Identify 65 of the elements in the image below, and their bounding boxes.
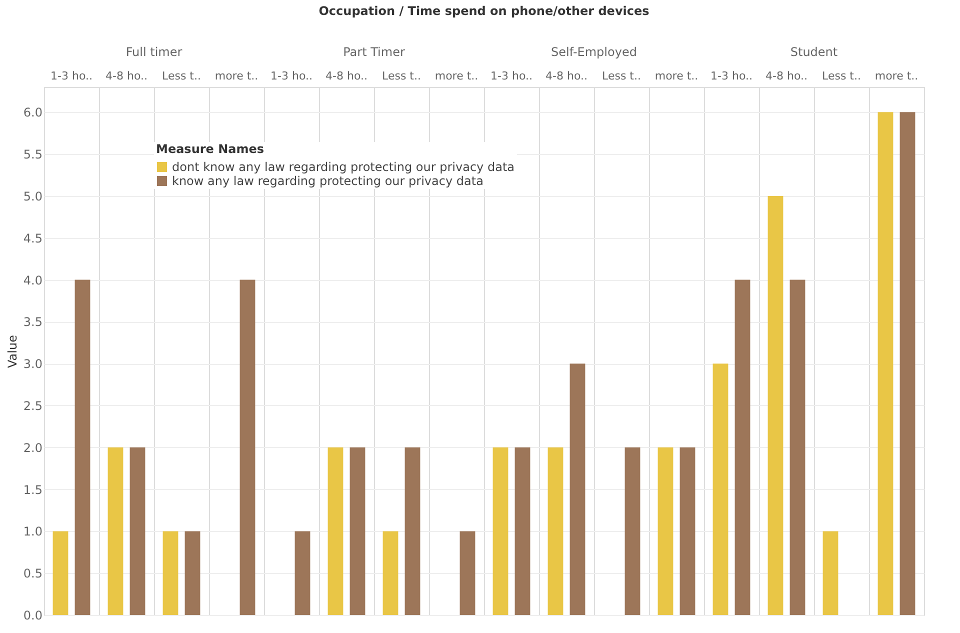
chart-title: Occupation / Time spend on phone/other devices xyxy=(318,4,650,18)
bar xyxy=(240,280,256,615)
x-tick-label: 1-3 ho.. xyxy=(490,70,532,82)
y-tick-label: 5.5 xyxy=(23,148,42,162)
x-tick-label: 4-8 ho.. xyxy=(546,70,588,82)
y-tick-label: 3.5 xyxy=(23,315,42,330)
bar xyxy=(492,447,508,615)
bar xyxy=(790,280,806,615)
bar xyxy=(52,531,68,615)
bar xyxy=(460,531,476,615)
x-tick-label: more t.. xyxy=(214,70,258,82)
bar xyxy=(878,112,894,615)
bar xyxy=(570,364,586,615)
x-tick-label: more t.. xyxy=(874,70,918,82)
x-tick-label: Less t.. xyxy=(382,70,421,82)
bar xyxy=(294,531,310,615)
y-tick-label: 1.0 xyxy=(23,524,42,539)
y-tick-label: 2.0 xyxy=(23,440,42,455)
x-tick-label: 1-3 ho.. xyxy=(50,70,92,82)
x-tick-label: 4-8 ho.. xyxy=(326,70,368,82)
bar xyxy=(404,447,420,615)
bar xyxy=(328,447,344,615)
bar xyxy=(624,447,640,615)
y-axis-title: Value xyxy=(5,335,20,368)
bar xyxy=(658,447,674,615)
text: Part Timer xyxy=(343,45,405,59)
bar xyxy=(184,531,200,615)
bar xyxy=(712,364,728,615)
x-tick-label: Less t.. xyxy=(162,70,201,82)
text: Full timer xyxy=(126,45,182,59)
text: Student xyxy=(790,45,838,59)
bar xyxy=(822,531,838,615)
bar xyxy=(74,280,90,615)
bar xyxy=(130,447,146,615)
x-tick-label: 4-8 ho.. xyxy=(766,70,808,82)
legend-title: Measure Names xyxy=(156,142,264,156)
bar xyxy=(382,531,398,615)
x-tick-label: 1-3 ho.. xyxy=(270,70,312,82)
bar xyxy=(548,447,564,615)
x-tick-label: 1-3 ho.. xyxy=(710,70,752,82)
y-tick-label: 5.0 xyxy=(23,189,42,204)
bar xyxy=(900,112,916,615)
y-tick-label: 4.5 xyxy=(23,231,42,246)
legend-label: know any law regarding protecting our privacy data xyxy=(172,174,484,188)
bar xyxy=(768,196,784,615)
bar xyxy=(734,280,750,615)
x-tick-label: more t.. xyxy=(654,70,698,82)
y-tick-label: 0.0 xyxy=(23,608,42,622)
text: Self-Employed xyxy=(551,45,637,59)
y-tick-label: 2.5 xyxy=(23,398,42,413)
x-tick-label: 4-8 ho.. xyxy=(106,70,148,82)
y-tick-label: 0.5 xyxy=(23,566,42,581)
bar xyxy=(108,447,124,615)
bar xyxy=(514,447,530,615)
x-tick-label: Less t.. xyxy=(602,70,641,82)
y-tick-label: 4.0 xyxy=(23,273,42,288)
bar xyxy=(680,447,696,615)
x-tick-label: Less t.. xyxy=(822,70,861,82)
y-tick-label: 3.0 xyxy=(23,357,42,372)
legend-label: dont know any law regarding protecting our privacy data xyxy=(172,160,515,174)
y-tick-label: 6.0 xyxy=(23,106,42,120)
x-tick-label: more t.. xyxy=(434,70,478,82)
bar xyxy=(350,447,366,615)
y-tick-label: 1.5 xyxy=(23,482,42,497)
bar xyxy=(162,531,178,615)
